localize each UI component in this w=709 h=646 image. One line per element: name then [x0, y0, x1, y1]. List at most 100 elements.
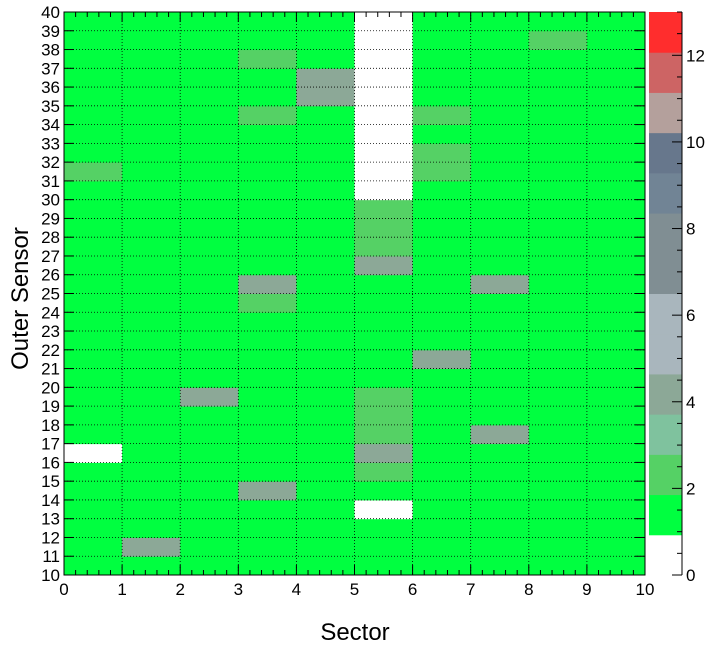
- heatmap-cell: [354, 12, 414, 32]
- heatmap-cell: [180, 30, 239, 51]
- heatmap-cell: [122, 12, 181, 32]
- heatmap-cell: [238, 518, 297, 538]
- heatmap-cell: [528, 518, 588, 538]
- heatmap-cell: [64, 312, 123, 332]
- heatmap-cell: [354, 143, 414, 163]
- heatmap-cell: [180, 293, 239, 313]
- heatmap-cell: [528, 424, 588, 445]
- heatmap-cell: [586, 518, 646, 538]
- heatmap-cell: [180, 237, 239, 257]
- y-tick-label: 22: [41, 341, 60, 360]
- heatmap-cell: [354, 237, 414, 257]
- heatmap-cell: [354, 274, 414, 294]
- heatmap-cell: [64, 199, 123, 219]
- heatmap-cell: [586, 218, 646, 238]
- heatmap-cell: [470, 424, 530, 445]
- heatmap-cell: [238, 12, 297, 32]
- heatmap-cell: [238, 30, 297, 51]
- heatmap-cell: [64, 87, 123, 107]
- heatmap-cell: [122, 274, 181, 294]
- heatmap-cell: [586, 368, 646, 388]
- heatmap-cell: [528, 162, 588, 182]
- colorbar-segment: [649, 253, 682, 294]
- x-tick-label: 3: [234, 580, 243, 599]
- heatmap-cell: [238, 556, 297, 576]
- heatmap-cell: [296, 180, 355, 201]
- heatmap-cell: [180, 87, 239, 107]
- heatmap-cell: [412, 105, 472, 126]
- y-tick-label: 32: [41, 153, 60, 172]
- heatmap-cell: [586, 349, 646, 370]
- heatmap-cell: [354, 331, 414, 351]
- heatmap-cell: [122, 255, 181, 276]
- heatmap-cell: [296, 424, 355, 445]
- heatmap-cell: [238, 293, 297, 313]
- heatmap-cell: [412, 199, 472, 219]
- heatmap-cell: [586, 105, 646, 126]
- heatmap-cell: [180, 105, 239, 126]
- heatmap-cell: [470, 349, 530, 370]
- heatmap-cell: [586, 462, 646, 482]
- y-tick-label: 36: [41, 78, 60, 97]
- heatmap-cell: [470, 462, 530, 482]
- colorbar-tick-label: 10: [686, 133, 705, 152]
- heatmap-cell: [296, 462, 355, 482]
- heatmap-cell: [470, 368, 530, 388]
- heatmap-cell: [586, 387, 646, 407]
- heatmap-cell: [238, 237, 297, 257]
- heatmap-cell: [180, 499, 239, 520]
- x-tick-labels: 0 1 2 3 4 5 6 7 8 9 10: [59, 580, 654, 599]
- y-tick-label: 19: [41, 397, 60, 416]
- heatmap-cell: [64, 443, 123, 463]
- heatmap-cell: [354, 424, 414, 445]
- heatmap-cell: [470, 406, 530, 426]
- heatmap-cell: [470, 68, 530, 88]
- heatmap-cell: [528, 406, 588, 426]
- heatmap-cell: [296, 499, 355, 520]
- heatmap-cell: [354, 87, 414, 107]
- heatmap-cell: [238, 68, 297, 88]
- colorbar-segment: [649, 494, 682, 536]
- colorbar-segment: [649, 132, 682, 174]
- heatmap-cell: [354, 30, 414, 51]
- y-tick-label: 17: [41, 435, 60, 454]
- y-tick-label: 13: [41, 510, 60, 529]
- colorbar-segment: [649, 52, 682, 93]
- heatmap-cell: [238, 87, 297, 107]
- heatmap-cell: [354, 180, 414, 201]
- heatmap-cell: [238, 406, 297, 426]
- heatmap-cell: [470, 331, 530, 351]
- heatmap-cell: [586, 162, 646, 182]
- heatmap-cell: [180, 331, 239, 351]
- x-tick-label: 9: [582, 580, 591, 599]
- heatmap-cell: [122, 293, 181, 313]
- heatmap-cell: [586, 537, 646, 557]
- y-tick-label: 21: [41, 360, 60, 379]
- heatmap-cell: [122, 143, 181, 163]
- heatmap-cell: [238, 499, 297, 520]
- heatmap-cell: [528, 368, 588, 388]
- colorbar-tick-label: 8: [686, 220, 695, 239]
- heatmap-cell: [412, 368, 472, 388]
- heatmap-cell: [586, 180, 646, 201]
- y-tick-label: 12: [41, 528, 60, 547]
- heatmap-cell: [180, 349, 239, 370]
- heatmap-cell: [238, 199, 297, 219]
- heatmap-cell: [528, 218, 588, 238]
- heatmap-cell: [296, 331, 355, 351]
- y-tick-labels: 1011121314151617181920212223242526272829…: [41, 3, 60, 585]
- heatmap-cell: [470, 105, 530, 126]
- colorbar-segment: [649, 213, 682, 254]
- heatmap-cell: [238, 105, 297, 126]
- y-tick-label: 18: [41, 416, 60, 435]
- heatmap-cell: [470, 312, 530, 332]
- y-tick-label: 15: [41, 472, 60, 491]
- heatmap-cell: [296, 162, 355, 182]
- heatmap-cell: [586, 30, 646, 51]
- heatmap-cell: [296, 49, 355, 69]
- heatmap-cell: [528, 49, 588, 69]
- heatmap-cell: [412, 312, 472, 332]
- heatmap-cell: [180, 368, 239, 388]
- heatmap-cell: [180, 481, 239, 501]
- x-axis-title: Sector: [320, 619, 389, 646]
